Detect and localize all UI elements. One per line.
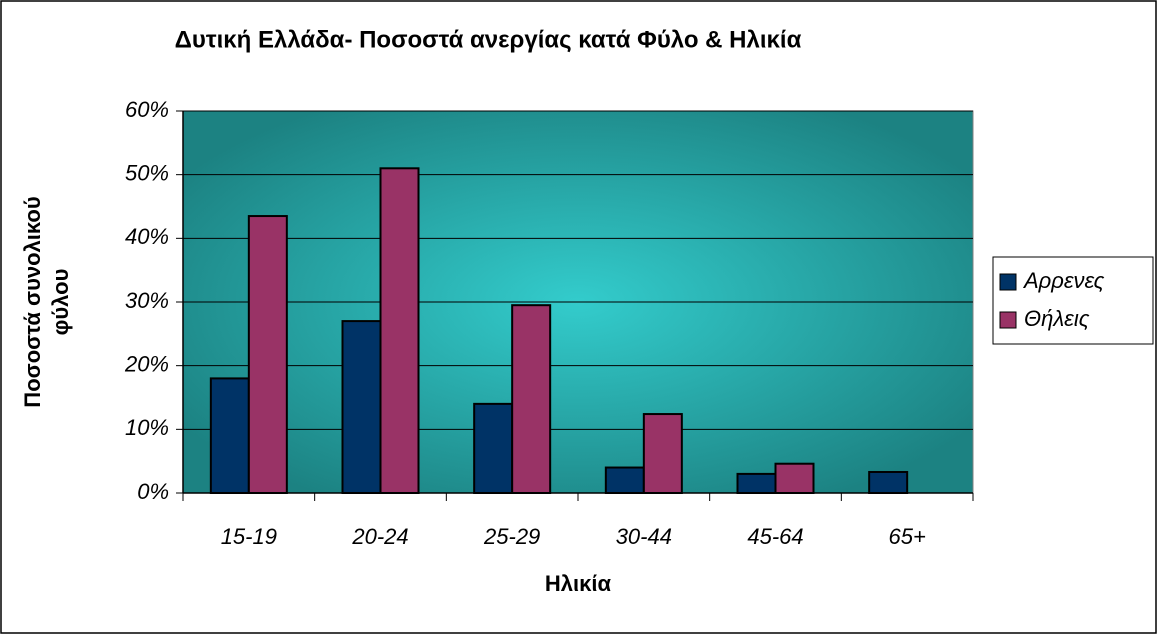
bar: [209, 377, 250, 494]
y-tick-label: 0%: [137, 479, 169, 504]
y-axis-label-line: Ποσοστά συνολικού: [20, 196, 45, 407]
x-axis-label: Ηλικία: [545, 571, 612, 596]
bar: [868, 470, 909, 494]
legend-label: Αρρενες: [1022, 268, 1105, 293]
x-tick-label: 20-24: [351, 524, 408, 549]
y-tick-label: 30%: [125, 288, 169, 313]
y-tick-label: 50%: [125, 160, 169, 185]
bar: [604, 466, 645, 494]
y-tick-label: 10%: [125, 415, 169, 440]
bar: [247, 215, 288, 495]
x-tick-label: 25-29: [483, 524, 540, 549]
bar: [511, 304, 552, 494]
x-tick-label: 65+: [889, 524, 926, 549]
x-tick-label: 45-64: [747, 524, 803, 549]
legend-swatch: [999, 273, 1017, 291]
y-tick-label: 20%: [124, 351, 169, 376]
legend: [992, 256, 1154, 345]
bar: [774, 462, 815, 495]
y-tick-label: 60%: [125, 97, 169, 122]
bar: [341, 320, 382, 494]
x-tick-label: 15-19: [221, 524, 277, 549]
legend-label: Θήλεις: [1024, 306, 1090, 331]
chart-title: Δυτική Ελλάδα- Ποσοστά ανεργίας κατά Φύλ…: [175, 26, 802, 53]
bar: [642, 413, 683, 495]
x-tick-label: 30-44: [616, 524, 672, 549]
legend-swatch: [999, 311, 1017, 329]
y-axis-label: Ποσοστά συνολικού φύλου: [20, 196, 73, 407]
bar: [473, 402, 514, 494]
bar: [736, 472, 777, 494]
y-axis-label-line: φύλου: [48, 269, 73, 336]
bar: [379, 167, 420, 495]
y-tick-label: 40%: [125, 224, 169, 249]
